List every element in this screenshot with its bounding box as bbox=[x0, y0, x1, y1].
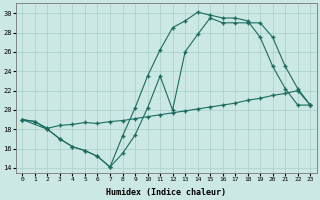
X-axis label: Humidex (Indice chaleur): Humidex (Indice chaleur) bbox=[106, 188, 226, 197]
